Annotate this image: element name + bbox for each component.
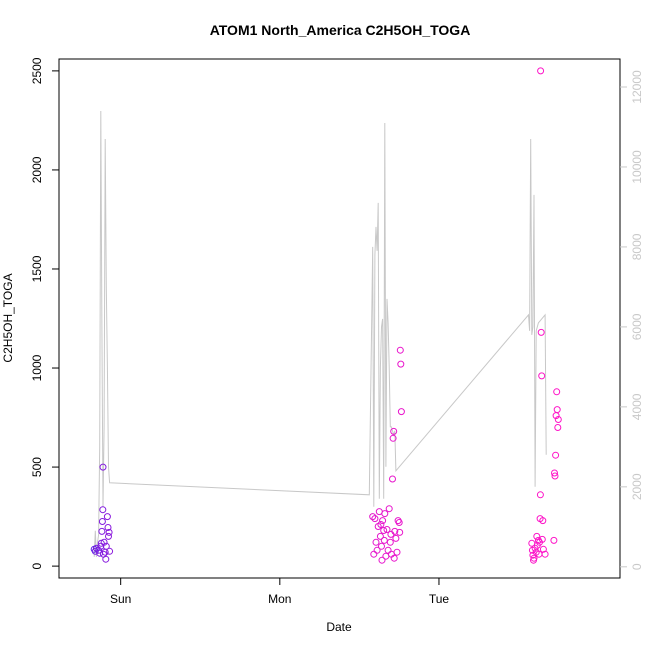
scatter-point [392, 534, 400, 542]
scatter-point [102, 555, 110, 563]
right-axis-line-layer [93, 110, 547, 557]
scatter-point [552, 451, 560, 459]
scatter-points-layer [90, 67, 562, 564]
scatter-point [373, 546, 381, 554]
scatter-point [533, 532, 541, 540]
scatter-point [554, 416, 562, 423]
x-tick-label: Tue [429, 592, 450, 606]
chart-title: ATOM1 North_America C2H5OH_TOGA [210, 22, 471, 38]
y-tick-label: 0 [30, 562, 44, 569]
scatter-point [389, 434, 397, 442]
scatter-point [385, 505, 393, 513]
scatter-point [539, 545, 547, 553]
scatter-point [397, 360, 405, 368]
scatter-point [102, 542, 110, 550]
scatter-point [390, 554, 398, 562]
plot-frame [58, 58, 621, 579]
scatter-point [537, 67, 545, 75]
left-y-axis: 0 500 1000 1500 2000 2500 [30, 57, 59, 569]
scatter-point [381, 510, 389, 518]
scatter-point [396, 528, 404, 536]
scatter-point [537, 328, 545, 336]
scatter-point [92, 544, 100, 552]
scatter-point [541, 550, 549, 558]
y-tick-label: 2000 [30, 156, 44, 183]
scatter-point [91, 547, 99, 555]
x-axis-label: Date [326, 620, 352, 634]
scatter-point [369, 513, 377, 521]
scatter-point [98, 518, 106, 525]
scatter-point [99, 463, 107, 471]
scatter-point [553, 388, 561, 396]
scatter-point [106, 547, 114, 555]
scatter-point [386, 538, 394, 546]
scatter-point [380, 536, 388, 544]
y2-tick-label: 6000 [630, 313, 644, 340]
scatter-point [100, 538, 108, 546]
scatter-point [390, 427, 398, 435]
y2-tick-label: 8000 [630, 233, 644, 260]
scatter-point [370, 550, 378, 558]
y2-tick-label: 4000 [630, 393, 644, 420]
scatter-point [393, 548, 401, 556]
scatter-point [553, 406, 561, 414]
scatter-point [380, 527, 388, 534]
x-tick-label: Sun [110, 592, 131, 606]
y-tick-label: 1000 [30, 354, 44, 381]
scatter-point [530, 554, 538, 562]
scatter-point [389, 475, 396, 483]
scatter-point [379, 517, 387, 525]
y-axis-label: C2H5OH_TOGA [1, 273, 15, 362]
scatter-point [99, 506, 107, 514]
scatter-point [376, 532, 384, 540]
scatter-point [391, 527, 399, 535]
scatter-point [396, 346, 404, 354]
scatter-point [554, 424, 562, 431]
scatter-point [372, 538, 380, 546]
scatter-point [551, 469, 558, 477]
scatter-point [104, 524, 112, 531]
scatter-point [371, 515, 379, 523]
scatter-point [536, 491, 544, 499]
scatter-point [103, 513, 111, 521]
scatter-point [550, 536, 558, 544]
scatter-point [383, 526, 391, 533]
scatter-point [395, 519, 403, 526]
scatter-point [551, 472, 559, 480]
scatter-point [377, 521, 385, 528]
right-y-axis: 0 2000 4000 6000 8000 10000 12000 [620, 70, 644, 570]
y2-tick-label: 0 [630, 563, 644, 570]
scatter-point [397, 408, 405, 416]
scatter-point [539, 517, 547, 525]
y-tick-label: 500 [30, 457, 44, 477]
scatter-point [378, 556, 386, 564]
x-axis: Sun Mon Tue [110, 578, 449, 606]
x-tick-label: Mon [268, 592, 291, 606]
series-line [93, 110, 547, 557]
scatter-point [98, 527, 106, 535]
y2-tick-label: 2000 [630, 473, 644, 500]
y2-tick-label: 10000 [630, 150, 644, 184]
y-tick-label: 1500 [30, 255, 44, 282]
scatter-point [105, 528, 113, 536]
scatter-point [105, 532, 112, 540]
y2-tick-label: 12000 [630, 70, 644, 104]
scatter-point [384, 546, 392, 554]
scatter-point [538, 372, 546, 380]
y-tick-label: 2500 [30, 57, 44, 84]
scatter-point [378, 542, 385, 550]
scatter-point [538, 535, 546, 543]
